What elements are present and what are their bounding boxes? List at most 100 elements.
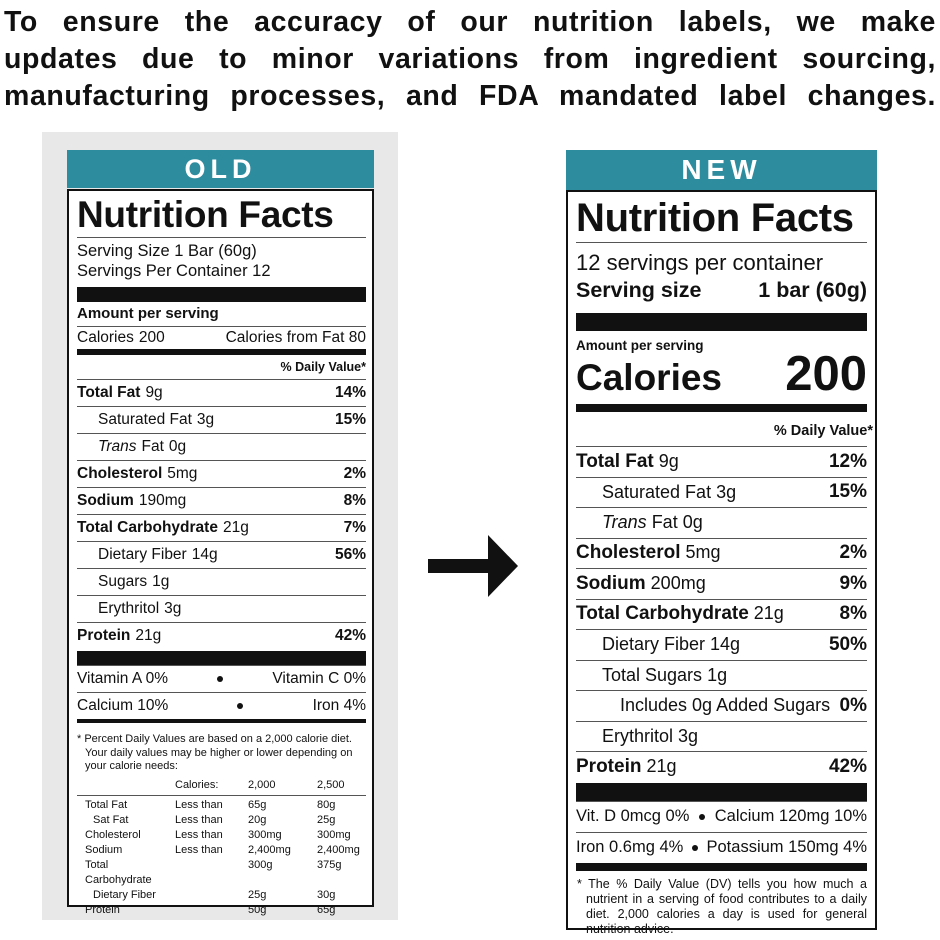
divider-bar (576, 404, 867, 412)
header-line: updates due to minor variations from ing… (4, 43, 936, 75)
nutrient-dv: 15% (334, 411, 366, 428)
nutrient-name: Includes 0g Added Sugars (620, 695, 831, 716)
calories-row: Calories 200 (576, 350, 867, 402)
calories-value: 200 (138, 329, 165, 346)
dv-table-value: 25g (317, 813, 336, 826)
nutrient-name: Saturated Fat (602, 481, 712, 502)
nutrient-amount: 14g (191, 546, 218, 563)
nutrient-name-group: Sodium 190mg (77, 492, 186, 510)
nutrient-name: Total Fat (576, 450, 654, 472)
calories-label: Calories (576, 357, 723, 398)
nutrient-name-group: Cholesterol 5mg (77, 465, 197, 483)
nutrient-name: Erythritol (602, 725, 674, 746)
nutrient-name-group: Protein 21g (77, 627, 161, 645)
divider-bar (576, 782, 867, 801)
nutrient-row: Protein 21g 42% (77, 622, 366, 649)
empty-cell (175, 903, 248, 918)
nutrient-name-italic: Trans (602, 512, 647, 533)
nutrient-name-group: Protein 21g (576, 756, 677, 778)
label-title: Nutrition Facts (77, 194, 334, 235)
nutrient-name: Dietary Fiber (98, 546, 187, 563)
nutrient-amount: 21g (646, 755, 677, 776)
nutrient-amount: 21g (222, 519, 249, 536)
divider-bar (576, 862, 867, 871)
bullet (217, 676, 224, 682)
arrow (428, 535, 518, 597)
serving-size: Serving Size 1 Bar (60g) (77, 242, 257, 260)
nutrient-name: Cholesterol (576, 542, 681, 564)
dv-table-value: 30g (317, 888, 336, 901)
nutrient-name-italic: Trans (98, 438, 137, 455)
arrow-head (488, 535, 518, 597)
nutrient-amount: 5mg (167, 465, 198, 482)
nutrient-name-group: Total Sugars 1g (602, 665, 727, 686)
label-title: Nutrition Facts (576, 196, 854, 240)
nutrient-row: Total Fat 9g 12% (576, 446, 867, 477)
nutrient-amount: 190mg (138, 492, 187, 509)
old-badge: OLD (67, 150, 374, 188)
bullet (691, 844, 698, 851)
nutrient-amount: 3g (196, 411, 215, 428)
dv-table-calories: Calories: (175, 778, 219, 791)
calories-value: 200 (785, 347, 867, 401)
vitamin-row: Iron 0.6mg 4% Potassium 150mg 4% (576, 831, 867, 863)
calories-group: Calories 200 (77, 329, 165, 347)
nutrient-amount: 1g (152, 573, 170, 590)
bullet (237, 703, 244, 709)
nutrient-dv: 2% (839, 542, 867, 564)
nutrient-amount: 21g (753, 603, 784, 624)
divider-bar (576, 313, 867, 331)
dv-table-limit: Less than (175, 843, 223, 856)
nutrient-row: Dietary Fiber 14g 56% (77, 541, 366, 568)
nutrient-name: Total Fat (77, 384, 141, 401)
nutrient-dv: 15% (828, 481, 867, 503)
vitamin-row: Vit. D 0mcg 0% Calcium 120mg 10% (576, 800, 867, 832)
nutrient-row: Erythritol 3g (576, 720, 867, 752)
nutrient-name-group: Total Fat 9g (77, 384, 163, 402)
dv-table-value: 20g (248, 813, 267, 826)
nutrient-name: Total Sugars (602, 664, 703, 685)
nutrient-name-group: Erythritol 3g (602, 726, 698, 747)
nutrient-row: Sodium 200mg 9% (576, 568, 867, 599)
nutrient-amount: 0g (682, 512, 703, 533)
dv-header: % Daily Value* (280, 360, 366, 374)
dv-header: % Daily Value* (773, 423, 873, 439)
nutrient-name: Protein (576, 755, 642, 777)
vitamin: Iron 0.6mg 4% (576, 838, 684, 856)
nutrient-row: Total Carbohydrate 21g 8% (576, 598, 867, 630)
nutrient-amount: 5mg (685, 542, 721, 563)
nutrient-row: Cholesterol 5mg 2% (77, 460, 366, 487)
nutrient-amount: 200mg (650, 572, 706, 593)
dv-table-value: 2,400mg (248, 843, 291, 856)
vitamin-row: Calcium 10% Iron 4% (77, 692, 366, 719)
dv-table-col: 2,500 (317, 778, 345, 791)
nutrient-row: Total Carbohydrate 21g 7% (77, 514, 366, 541)
nutrient-row: Saturated Fat 3g 15% (576, 476, 867, 508)
nutrient-amount: 14g (710, 634, 741, 655)
dv-table-limit: Less than (175, 813, 223, 826)
nutrient-dv: 0% (839, 694, 867, 716)
nutrient-row: Saturated Fat 3g 15% (77, 406, 366, 433)
empty-cell (175, 888, 248, 903)
dv-table-name: Total Carbohydrate (85, 858, 152, 886)
vitamin: Calcium 120mg 10% (714, 807, 867, 825)
nutrient-name: Dietary Fiber (602, 634, 706, 655)
new-label: Nutrition Facts 12 servings per container… (566, 190, 877, 936)
nutrient-name: Sodium (576, 572, 646, 594)
dv-table-limit: Less than (175, 828, 223, 841)
rule (77, 237, 366, 238)
nutrient-row: Includes 0g Added Sugars 0% (576, 690, 867, 721)
nutrient-dv: 8% (839, 603, 867, 625)
header-line: To ensure the accuracy of our nutrition … (4, 6, 936, 38)
calories-row: Calories 200 Calories from Fat 80 (77, 326, 366, 349)
nutrient-name: Sodium (77, 492, 134, 509)
servings: Servings Per Container 12 (77, 262, 271, 280)
divider-bar (77, 349, 366, 355)
serving-size-row: Serving size 1 bar (60g) (576, 276, 867, 304)
empty-cell (175, 858, 248, 888)
footnote: * The % Daily Value (DV) tells you how m… (577, 876, 867, 936)
nutrient-name-group: Dietary Fiber 14g (98, 546, 218, 564)
dv-table-limit: Less than (175, 798, 223, 811)
nutrient-amount: 9g (145, 384, 163, 401)
